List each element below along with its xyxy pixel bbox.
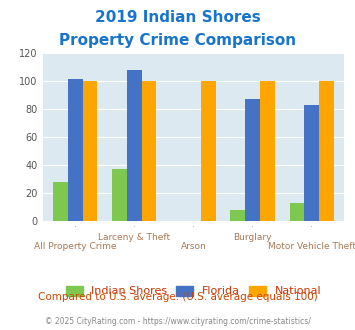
Bar [53, 182, 68, 221]
Text: Arson: Arson [181, 242, 206, 251]
Bar [245, 99, 260, 221]
Text: 2019 Indian Shores: 2019 Indian Shores [95, 10, 260, 25]
Bar [127, 70, 142, 221]
Bar [142, 81, 157, 221]
Text: Motor Vehicle Theft: Motor Vehicle Theft [268, 242, 355, 251]
Text: © 2025 CityRating.com - https://www.cityrating.com/crime-statistics/: © 2025 CityRating.com - https://www.city… [45, 317, 310, 326]
Text: Compared to U.S. average. (U.S. average equals 100): Compared to U.S. average. (U.S. average … [38, 292, 317, 302]
Bar [68, 80, 83, 221]
Bar [304, 105, 319, 221]
Bar [260, 81, 275, 221]
Bar [290, 203, 305, 221]
Bar [112, 169, 127, 221]
Legend: Indian Shores, Florida, National: Indian Shores, Florida, National [62, 282, 324, 300]
Text: Burglary: Burglary [233, 233, 272, 242]
Bar [230, 210, 245, 221]
Bar [82, 81, 97, 221]
Text: Larceny & Theft: Larceny & Theft [98, 233, 170, 242]
Text: All Property Crime: All Property Crime [34, 242, 116, 251]
Text: Property Crime Comparison: Property Crime Comparison [59, 33, 296, 48]
Bar [319, 81, 334, 221]
Bar [201, 81, 216, 221]
